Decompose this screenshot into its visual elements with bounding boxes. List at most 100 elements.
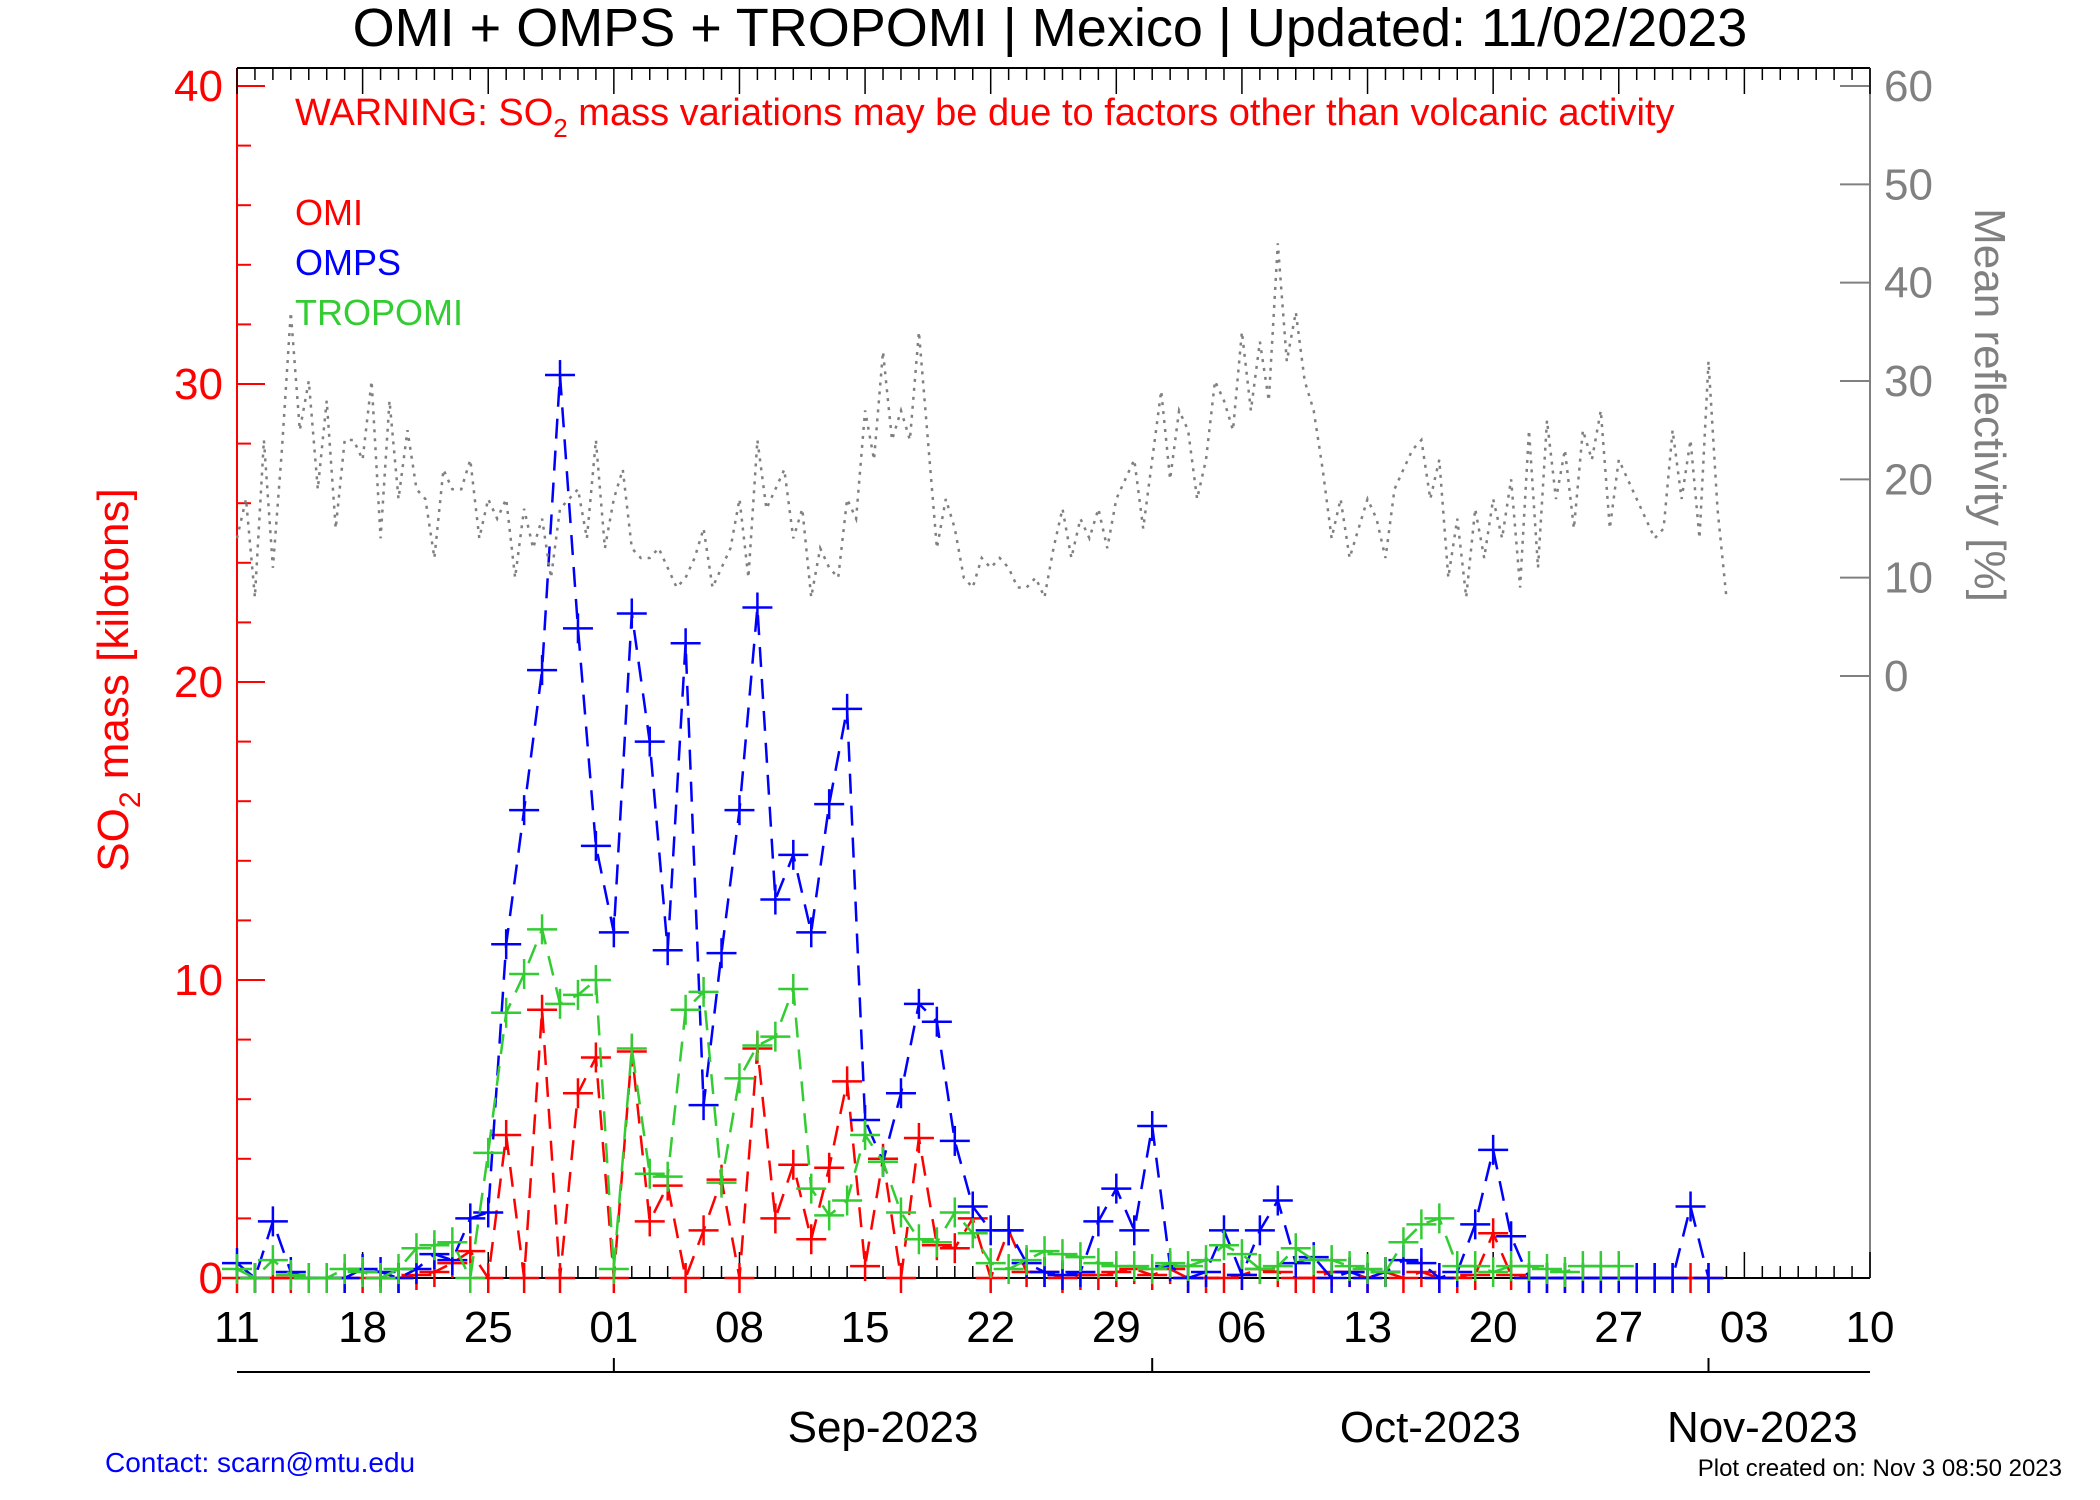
omps-point — [1693, 1263, 1724, 1293]
tropomi-point — [1119, 1251, 1150, 1282]
omps-point — [814, 789, 845, 820]
omps-point — [652, 935, 683, 966]
series-layer — [222, 243, 1728, 1293]
legend-tropomi: TROPOMI — [295, 292, 463, 333]
omps-point — [724, 795, 755, 826]
omps-point — [670, 628, 701, 659]
omps-point — [688, 1090, 719, 1121]
tropomi-point — [1137, 1254, 1168, 1285]
tropomi-point — [1208, 1230, 1239, 1261]
tropomi-point — [634, 1158, 665, 1189]
omps-point — [1478, 1134, 1509, 1165]
omi-point — [724, 1263, 755, 1293]
mean-reflectivity-line — [235, 243, 1728, 602]
omi-point — [491, 1119, 522, 1150]
y-tick-label: 30 — [174, 360, 223, 409]
omps-point — [1460, 1209, 1491, 1240]
omi-point — [634, 1206, 665, 1237]
tropomi-point — [1155, 1248, 1186, 1279]
omi-point — [778, 1149, 809, 1180]
omps-point — [885, 1078, 916, 1109]
month-axis: Sep-2023 Oct-2023 Nov-2023 — [237, 1358, 1870, 1452]
tropomi-point — [706, 1167, 737, 1198]
omi-point — [1208, 1263, 1239, 1293]
omps-line — [236, 375, 1710, 1281]
y2-tick-label: 10 — [1884, 554, 1933, 603]
omi-point — [760, 1203, 791, 1234]
omps-point — [1083, 1206, 1114, 1237]
tropomi-point — [491, 997, 522, 1028]
omps-point — [957, 1191, 988, 1222]
tropomi-point — [1478, 1257, 1509, 1288]
tropomi-point — [311, 1263, 342, 1293]
tropomi-point — [688, 976, 719, 1007]
tropomi-point — [975, 1248, 1006, 1279]
tropomi-point — [1244, 1254, 1275, 1285]
y2-tick-label: 0 — [1884, 652, 1908, 701]
tropomi-point — [796, 1173, 827, 1204]
omps-point — [598, 917, 629, 948]
omi-point — [814, 1152, 845, 1183]
omi-point — [796, 1224, 827, 1255]
y2-tick-label: 60 — [1884, 62, 1933, 111]
plot-frame — [236, 67, 1871, 1279]
omps-point — [778, 839, 809, 870]
omps-point — [634, 726, 665, 757]
omps-point — [903, 988, 934, 1019]
x-tick-label: 27 — [1594, 1303, 1643, 1352]
tropomi-point — [616, 1033, 647, 1064]
tropomi-point — [1388, 1227, 1419, 1258]
tropomi-point — [1316, 1245, 1347, 1276]
tropomi-point — [1083, 1248, 1114, 1279]
omi-point — [580, 1042, 611, 1073]
omi-point — [545, 1263, 576, 1293]
tropomi-point — [760, 1021, 791, 1052]
omps-point — [1262, 1185, 1293, 1216]
legend: OMI OMPS TROPOMI — [295, 192, 463, 333]
omps-point — [1101, 1173, 1132, 1204]
tropomi-point — [275, 1260, 306, 1291]
month-label: Sep-2023 — [788, 1403, 979, 1452]
tropomi-point — [939, 1197, 970, 1228]
y-tick-label: 40 — [174, 62, 223, 111]
x-tick-label: 13 — [1343, 1303, 1392, 1352]
x-tick-label: 29 — [1092, 1303, 1141, 1352]
tropomi-point — [419, 1230, 450, 1261]
x-tick-label: 10 — [1846, 1303, 1895, 1352]
omps-point — [580, 830, 611, 861]
omi-point — [455, 1236, 486, 1267]
omps-point — [921, 1006, 952, 1037]
tropomi-point — [1352, 1254, 1383, 1285]
y2-tick-label: 50 — [1884, 160, 1933, 209]
legend-omps: OMPS — [295, 242, 401, 283]
tropomi-point — [239, 1263, 270, 1293]
tropomi-point — [1226, 1239, 1257, 1270]
omps-point — [1675, 1191, 1706, 1222]
omps-point — [832, 693, 863, 724]
tropomi-point — [670, 994, 701, 1025]
tropomi-point — [1603, 1251, 1634, 1282]
omi-point — [885, 1263, 916, 1293]
tropomi-line — [236, 925, 1619, 1283]
omi-point — [562, 1078, 593, 1109]
omi-point — [939, 1233, 970, 1264]
tropomi-point — [1424, 1203, 1455, 1234]
tropomi-point — [1370, 1257, 1401, 1288]
tropomi-point — [1531, 1254, 1562, 1285]
tropomi-point — [1191, 1245, 1222, 1276]
tropomi-point — [347, 1257, 378, 1288]
tropomi-point — [437, 1227, 468, 1258]
tropomi-point — [1011, 1245, 1042, 1276]
tropomi-point — [724, 1063, 755, 1094]
tropomi-point — [580, 965, 611, 995]
tropomi-point — [885, 1197, 916, 1228]
month-label: Oct-2023 — [1340, 1403, 1521, 1452]
y2-tick-label: 20 — [1884, 455, 1933, 504]
tropomi-point — [778, 973, 809, 1004]
chart-title: OMI + OMPS + TROPOMI | Mexico | Updated:… — [353, 0, 1748, 58]
tropomi-point — [1047, 1239, 1078, 1270]
tropomi-point — [509, 959, 540, 990]
tropomi-point — [473, 1137, 504, 1168]
tropomi-point — [527, 914, 558, 945]
